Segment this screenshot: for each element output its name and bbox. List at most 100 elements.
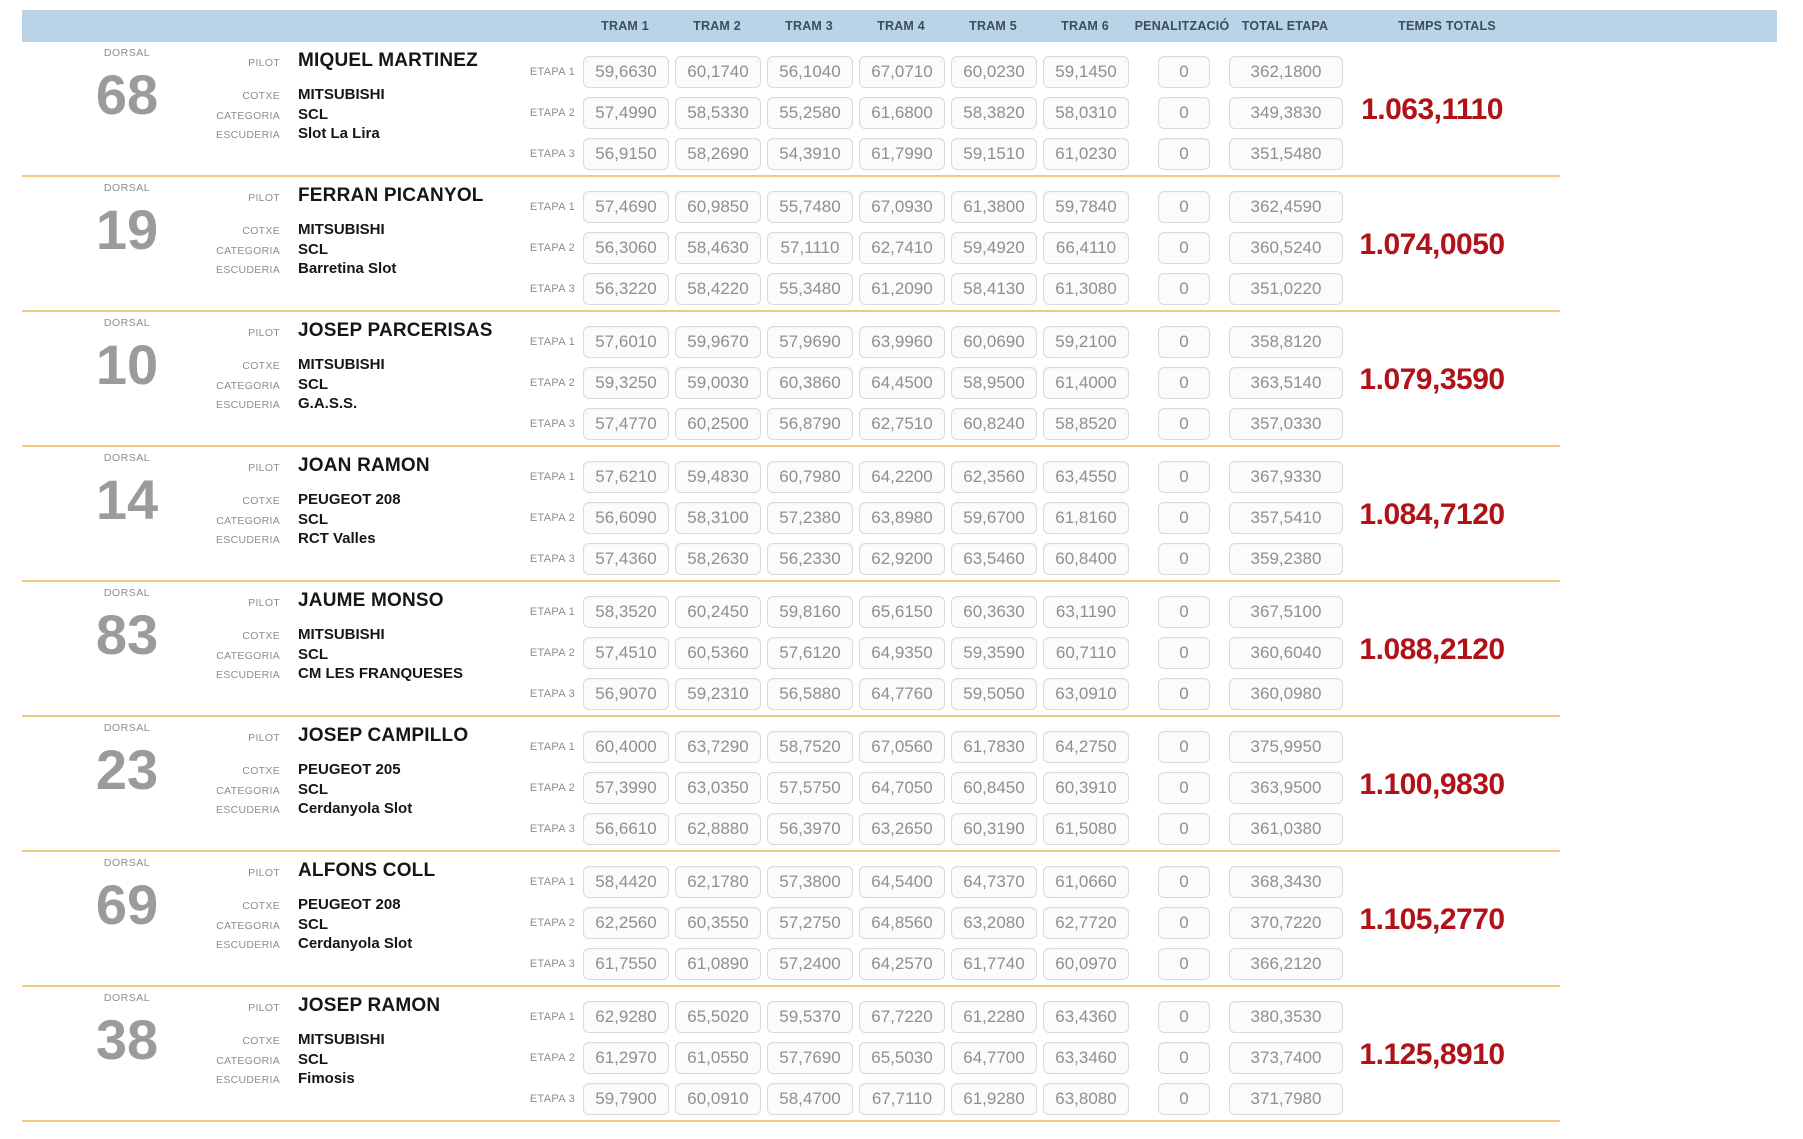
- tram-time-cell: 64,8560: [859, 907, 945, 939]
- pilot-label: PILOT: [248, 1002, 280, 1014]
- cotxe-value: PEUGEOT 208: [298, 896, 401, 913]
- etapa3-label: ETAPA 3: [529, 553, 575, 565]
- escuderia-line: ESCUDERIA Cerdanyola Slot: [102, 935, 532, 952]
- penalty-cell: 0: [1158, 596, 1210, 628]
- cotxe-label: COTXE: [242, 900, 280, 912]
- etapa1-row: ETAPA 1 58,4420 62,1780 57,3800 64,5400 …: [22, 866, 1560, 898]
- penalty-cell: 0: [1158, 232, 1210, 264]
- tram-time-cell: 61,0660: [1043, 866, 1129, 898]
- cotxe-label: COTXE: [242, 90, 280, 102]
- column-header-total-etapa: TOTAL ETAPA: [1241, 19, 1329, 33]
- tram-time-cell: 59,7900: [583, 1083, 669, 1115]
- etapa2-label: ETAPA 2: [529, 1052, 575, 1064]
- total-etapa-cell: 367,5100: [1229, 596, 1343, 628]
- etapa2-row: ETAPA 2 56,6090 58,3100 57,2380 63,8980 …: [22, 502, 1560, 534]
- escuderia-label: ESCUDERIA: [216, 534, 280, 546]
- cotxe-line: COTXE PEUGEOT 208: [102, 491, 532, 508]
- tram-time-cell: 59,5370: [767, 1001, 853, 1033]
- escuderia-label: ESCUDERIA: [216, 1074, 280, 1086]
- tram-time-cell: 56,1040: [767, 56, 853, 88]
- cotxe-value: MITSUBISHI: [298, 1031, 385, 1048]
- tram-time-cell: 58,4130: [951, 273, 1037, 305]
- tram-time-cell: 57,2750: [767, 907, 853, 939]
- cotxe-line: COTXE MITSUBISHI: [102, 221, 532, 238]
- tram-time-cell: 60,8400: [1043, 543, 1129, 575]
- cotxe-value: MITSUBISHI: [298, 221, 385, 238]
- tram-time-cell: 61,2970: [583, 1042, 669, 1074]
- pilot-name: MIQUEL MARTINEZ: [298, 50, 478, 71]
- cotxe-line: COTXE MITSUBISHI: [102, 86, 532, 103]
- escuderia-label: ESCUDERIA: [216, 669, 280, 681]
- total-etapa-cell: 358,8120: [1229, 326, 1343, 358]
- etapa2-row: ETAPA 2 57,3990 63,0350 57,5750 64,7050 …: [22, 772, 1560, 804]
- tram-time-cell: 61,7550: [583, 948, 669, 980]
- total-etapa-cell: 362,4590: [1229, 191, 1343, 223]
- tram-time-cell: 59,3250: [583, 367, 669, 399]
- tram-time-cell: 64,7700: [951, 1042, 1037, 1074]
- penalty-cell: 0: [1158, 543, 1210, 575]
- tram-time-cell: 59,2310: [675, 678, 761, 710]
- total-etapa-cell: 359,2380: [1229, 543, 1343, 575]
- tram-time-cell: 65,5020: [675, 1001, 761, 1033]
- cotxe-line: COTXE MITSUBISHI: [102, 626, 532, 643]
- total-etapa-cell: 351,5480: [1229, 138, 1343, 170]
- tram-time-cell: 59,6700: [951, 502, 1037, 534]
- tram-time-cell: 60,0230: [951, 56, 1037, 88]
- tram-time-cell: 59,5050: [951, 678, 1037, 710]
- tram-time-cell: 61,0890: [675, 948, 761, 980]
- tram-time-cell: 58,5330: [675, 97, 761, 129]
- escuderia-line: ESCUDERIA Cerdanyola Slot: [102, 800, 532, 817]
- pilot-line: PILOT JOSEP CAMPILLO: [102, 725, 532, 747]
- tram-time-cell: 59,3590: [951, 637, 1037, 669]
- etapa1-label: ETAPA 1: [529, 1011, 575, 1023]
- penalty-cell: 0: [1158, 97, 1210, 129]
- escuderia-label: ESCUDERIA: [216, 129, 280, 141]
- tram-time-cell: 64,7370: [951, 866, 1037, 898]
- pilot-line: PILOT FERRAN PICANYOL: [102, 185, 532, 207]
- dorsal-number: 38: [95, 1008, 159, 1071]
- total-etapa-cell: 361,0380: [1229, 813, 1343, 845]
- tram-time-cell: 61,0550: [675, 1042, 761, 1074]
- pilot-label: PILOT: [248, 867, 280, 879]
- tram-time-cell: 57,3800: [767, 866, 853, 898]
- column-header-tram2: TRAM 2: [693, 19, 741, 33]
- dorsal-block: DORSAL 38: [52, 987, 202, 1069]
- tram-time-cell: 62,9200: [859, 543, 945, 575]
- tram-time-cell: 58,2630: [675, 543, 761, 575]
- tram-time-cell: 62,1780: [675, 866, 761, 898]
- table-header: TRAM 1 TRAM 2 TRAM 3 TRAM 4 TRAM 5 TRAM …: [22, 10, 1777, 42]
- temps-totals-value: 1.105,2770: [1359, 903, 1505, 936]
- tram-time-cell: 56,2330: [767, 543, 853, 575]
- categoria-line: CATEGORIA SCL: [102, 376, 532, 393]
- tram-time-cell: 62,2560: [583, 907, 669, 939]
- tram-time-cell: 60,8240: [951, 408, 1037, 440]
- tram-time-cell: 59,7840: [1043, 191, 1129, 223]
- cotxe-label: COTXE: [242, 495, 280, 507]
- tram-time-cell: 61,7990: [859, 138, 945, 170]
- categoria-value: SCL: [298, 511, 328, 528]
- etapa3-label: ETAPA 3: [529, 688, 575, 700]
- tram-time-cell: 58,4420: [583, 866, 669, 898]
- temps-totals-value: 1.079,3590: [1359, 363, 1505, 396]
- tram-time-cell: 63,2650: [859, 813, 945, 845]
- penalty-cell: 0: [1158, 907, 1210, 939]
- total-etapa-cell: 357,5410: [1229, 502, 1343, 534]
- pilot-name: JOAN RAMON: [298, 455, 430, 476]
- pilot-label: PILOT: [248, 597, 280, 609]
- dorsal-block: DORSAL 14: [52, 447, 202, 529]
- cotxe-label: COTXE: [242, 225, 280, 237]
- escuderia-line: ESCUDERIA Fimosis: [102, 1070, 532, 1087]
- tram-time-cell: 64,7050: [859, 772, 945, 804]
- pilot-label: PILOT: [248, 732, 280, 744]
- escuderia-value: Slot La Lira: [298, 125, 380, 142]
- tram-time-cell: 61,2280: [951, 1001, 1037, 1033]
- tram-time-cell: 67,0930: [859, 191, 945, 223]
- tram-time-cell: 55,3480: [767, 273, 853, 305]
- pilot-name: JOSEP CAMPILLO: [298, 725, 469, 746]
- total-etapa-cell: 366,2120: [1229, 948, 1343, 980]
- categoria-line: CATEGORIA SCL: [102, 106, 532, 123]
- etapa3-row: ETAPA 3 56,9150 58,2690 54,3910 61,7990 …: [22, 138, 1560, 170]
- tram-time-cell: 55,2580: [767, 97, 853, 129]
- tram-time-cell: 58,8520: [1043, 408, 1129, 440]
- tram-time-cell: 58,4630: [675, 232, 761, 264]
